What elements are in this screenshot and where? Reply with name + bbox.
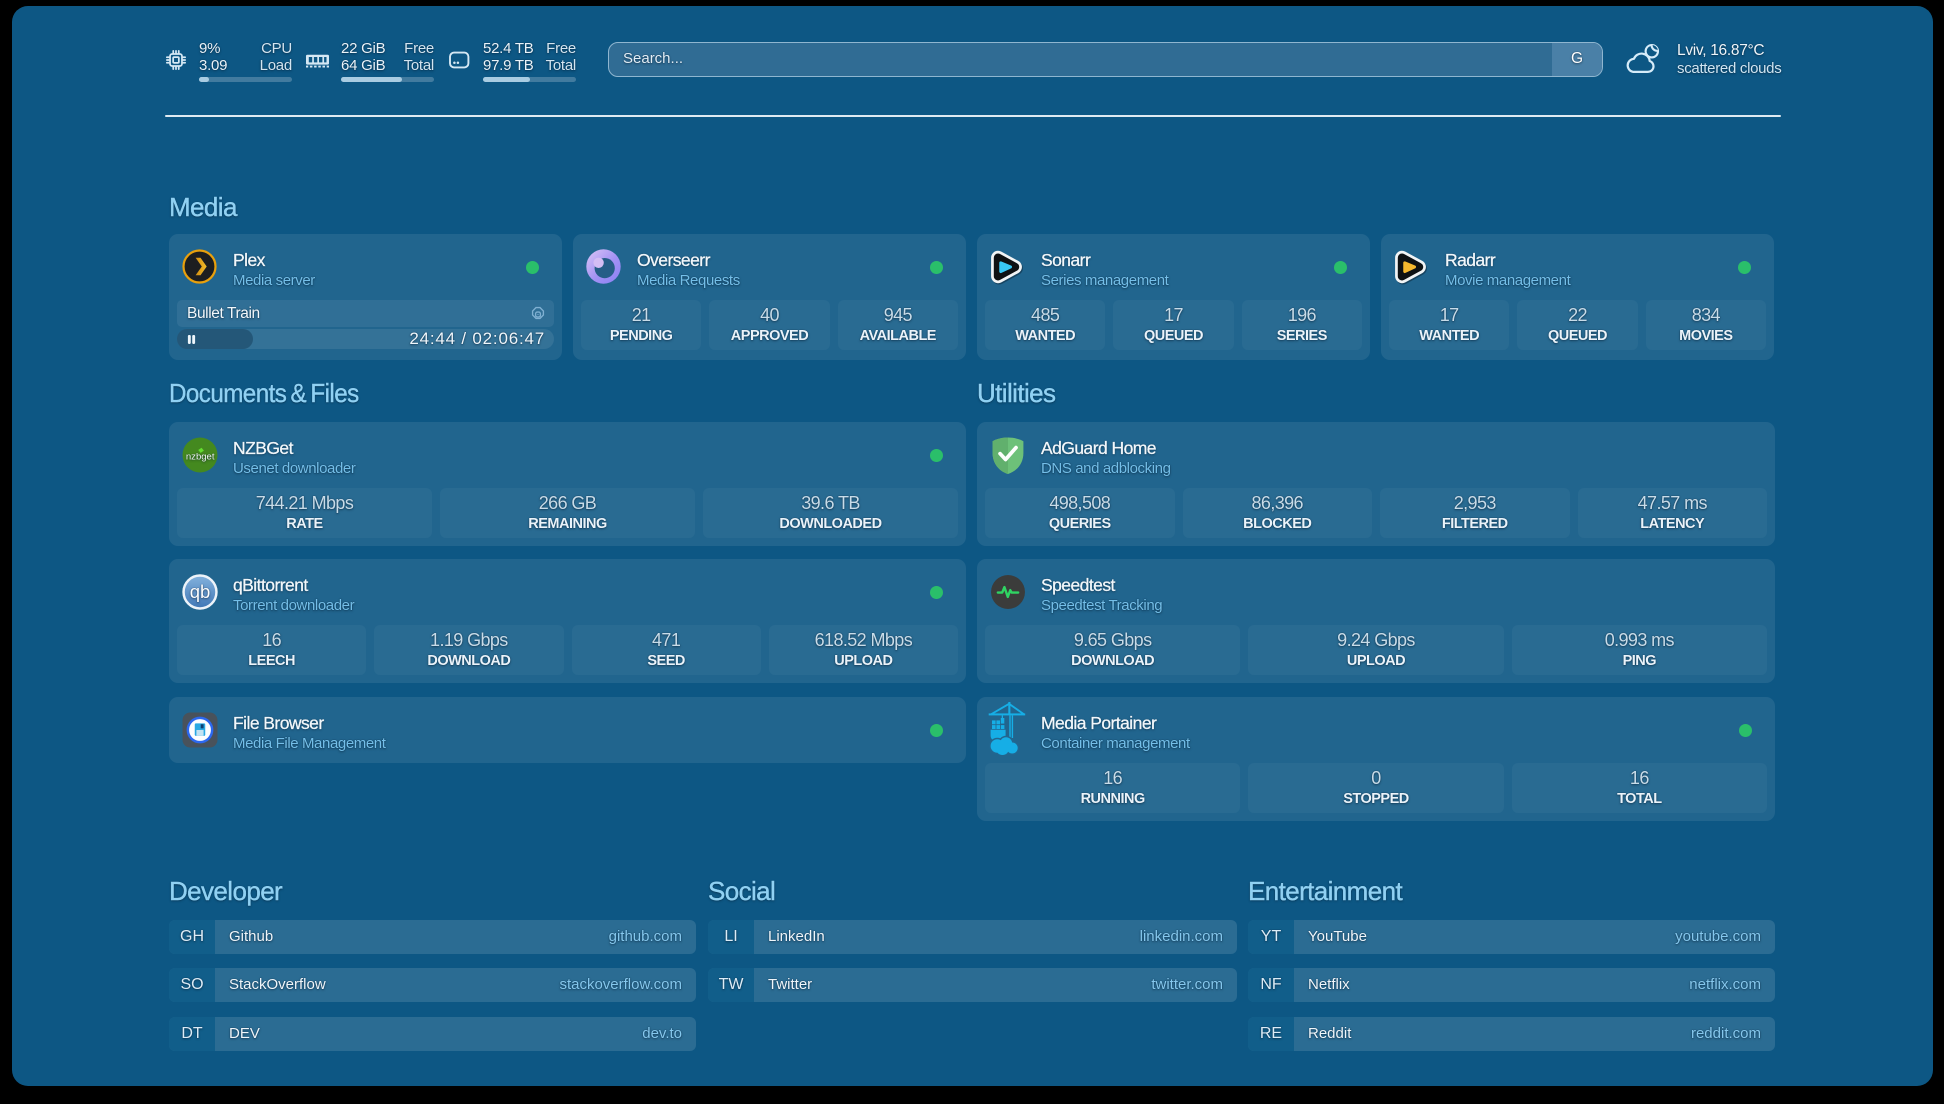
svg-text:qb: qb — [190, 581, 211, 602]
svg-text:nzbget: nzbget — [186, 451, 215, 462]
